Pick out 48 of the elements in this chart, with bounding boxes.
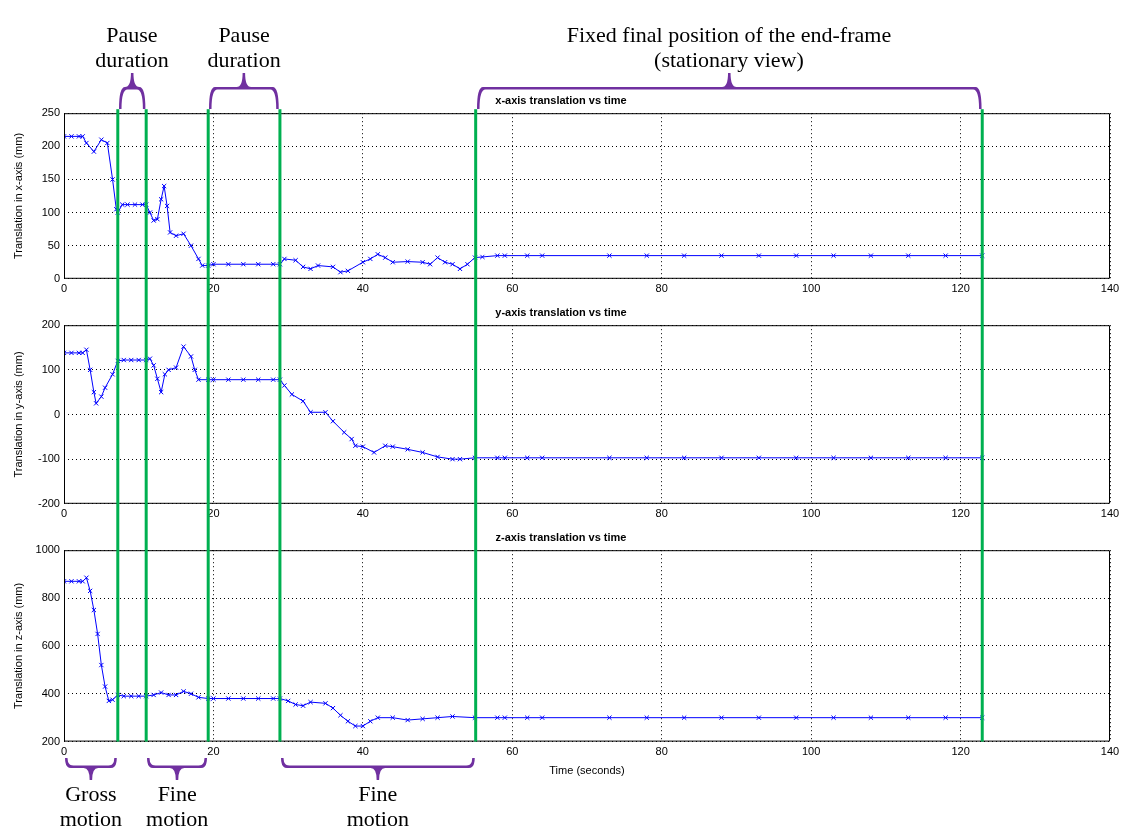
x-tick-label: 80: [655, 507, 668, 520]
y-tick-label: 100: [41, 205, 60, 218]
x-tick-label: 120: [951, 745, 970, 758]
x-tick-label: 20: [207, 745, 220, 758]
x-tick-label: 140: [1100, 507, 1120, 520]
text: Pause duration: [206, 22, 282, 73]
x-tick-label: 40: [356, 282, 369, 295]
text: Gross motion: [58, 780, 124, 831]
x-tick-label: 80: [655, 282, 668, 295]
y-tick-label: 200: [41, 318, 60, 331]
x-tick-label: 100: [801, 745, 821, 758]
y-tick-label: 250: [41, 106, 60, 119]
y-tick-label: 0: [53, 271, 60, 284]
text: Fine motion: [345, 780, 410, 831]
text: Pause duration: [94, 22, 170, 73]
y-axis-title: Translation in y-axis (mm): [11, 351, 24, 478]
y-tick-label: 200: [41, 734, 60, 747]
y-tick-label: 800: [41, 591, 60, 604]
x-tick-label: 100: [801, 507, 821, 520]
y-tick-label: 100: [41, 362, 60, 375]
chart-title: z-axis translation vs time: [495, 530, 627, 543]
y-tick-label: 0: [53, 407, 60, 420]
x-axis-title: Time (seconds): [549, 764, 625, 777]
y-tick-label: 400: [41, 686, 60, 699]
x-tick-label: 120: [951, 507, 970, 520]
x-tick-label: 60: [506, 745, 519, 758]
x-tick-label: 40: [356, 745, 369, 758]
y-tick-label: 1000: [35, 543, 60, 556]
text: Fine motion: [145, 780, 210, 831]
x-tick-label: 100: [801, 282, 821, 295]
y-tick-label: 600: [41, 638, 60, 651]
chart-title: x-axis translation vs time: [495, 93, 627, 106]
x-tick-label: 140: [1100, 745, 1120, 758]
x-tick-label: 80: [655, 745, 668, 758]
x-tick-label: 120: [951, 282, 970, 295]
y-tick-label: 50: [47, 238, 60, 251]
y-tick-label: 150: [41, 172, 60, 185]
x-tick-label: 60: [506, 282, 519, 295]
x-tick-label: 140: [1100, 282, 1120, 295]
y-tick-label: -200: [37, 496, 60, 509]
text: Fixed final position of the end-frame (stationary view): [565, 22, 893, 73]
x-tick-label: 40: [356, 507, 369, 520]
y-axis-title: Translation in z-axis (mm): [11, 582, 24, 709]
chart-title: y-axis translation vs time: [495, 305, 627, 318]
y-tick-label: 200: [41, 139, 60, 152]
y-tick-label: -100: [37, 452, 60, 465]
y-axis-title: Translation in x-axis (mm): [11, 132, 24, 260]
x-tick-label: 60: [506, 507, 519, 520]
